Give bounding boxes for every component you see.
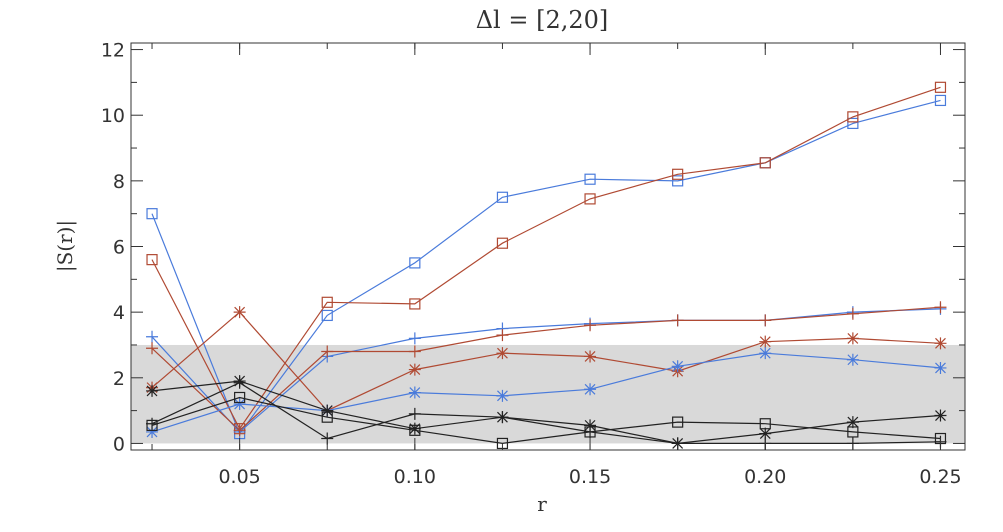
- data-point: [846, 353, 859, 366]
- data-point: [846, 332, 859, 345]
- x-tick-label: 0.20: [744, 466, 786, 488]
- data-point: [321, 296, 333, 308]
- data-point: [408, 407, 421, 420]
- data-point: [934, 81, 947, 93]
- data-point: [672, 416, 684, 428]
- data-point: [671, 360, 684, 373]
- data-point: [846, 307, 859, 320]
- data-point: [496, 237, 509, 249]
- data-point: [584, 173, 596, 185]
- data-point: [234, 391, 246, 404]
- series-line: [151, 86, 941, 430]
- data-point: [672, 175, 684, 187]
- data-point: [847, 426, 859, 438]
- data-point: [409, 257, 421, 269]
- y-tick-label: 12: [101, 40, 125, 62]
- data-point: [847, 117, 859, 130]
- data-point: [233, 398, 246, 411]
- data-point: [496, 329, 509, 342]
- data-point: [321, 345, 334, 358]
- data-point: [146, 208, 158, 220]
- data-point: [584, 383, 597, 396]
- y-tick-label: 6: [113, 237, 125, 259]
- data-point: [671, 314, 684, 327]
- data-point: [321, 404, 334, 417]
- x-tick-label: 0.25: [919, 466, 961, 488]
- data-point: [759, 314, 772, 327]
- y-axis-title: |S(r)|: [53, 220, 78, 272]
- data-point: [759, 157, 771, 169]
- data-point: [233, 424, 246, 437]
- x-tick-label: 0.05: [218, 466, 260, 488]
- data-point: [409, 298, 421, 310]
- x-axis-title: r: [537, 492, 547, 516]
- series-line: [151, 396, 941, 445]
- series-1: [146, 81, 947, 435]
- data-point: [146, 419, 158, 431]
- data-point: [847, 111, 859, 123]
- data-point: [584, 426, 596, 438]
- data-point: [321, 309, 333, 322]
- axes-layer: 0 2 4 6 8 10 12 0.05 0.10 0.15 0.20 0.25: [101, 40, 966, 488]
- data-point: [408, 332, 421, 345]
- series-line: [151, 308, 941, 433]
- data-point: [321, 432, 334, 445]
- data-point: [759, 335, 772, 348]
- data-point: [759, 418, 771, 430]
- series-layer: [146, 81, 947, 450]
- data-point: [759, 347, 772, 360]
- y-tick-label: 4: [113, 302, 125, 324]
- data-point: [409, 424, 421, 436]
- y-tick-label: 0: [113, 433, 125, 455]
- data-point: [321, 411, 333, 423]
- series-line: [151, 382, 941, 444]
- data-point: [408, 363, 421, 376]
- series-line: [151, 311, 941, 412]
- data-point: [759, 427, 772, 440]
- series-3: [146, 301, 947, 437]
- x-tick-label: 0.10: [394, 466, 436, 488]
- data-point: [496, 411, 509, 424]
- data-point: [584, 350, 597, 363]
- y-tick-label: 10: [101, 105, 125, 127]
- y-tick-label: 2: [113, 368, 125, 390]
- series-line: [151, 99, 941, 435]
- y-tick-label: 8: [113, 171, 125, 193]
- data-point: [146, 330, 159, 343]
- data-point: [408, 422, 421, 435]
- data-point: [146, 254, 158, 266]
- shaded-band: [131, 344, 965, 444]
- data-point: [233, 376, 246, 389]
- data-point: [496, 347, 509, 360]
- data-point: [146, 342, 159, 355]
- data-point: [496, 389, 509, 402]
- data-point: [146, 425, 159, 438]
- data-point: [934, 301, 947, 314]
- data-point: [233, 306, 246, 319]
- data-point: [672, 168, 684, 180]
- data-point: [934, 409, 947, 422]
- x-tick-label: 0.15: [569, 466, 611, 488]
- data-point: [408, 345, 421, 358]
- data-point: [584, 419, 597, 432]
- data-point: [934, 361, 947, 374]
- data-point: [146, 384, 159, 397]
- data-point: [584, 319, 597, 332]
- data-point: [584, 193, 596, 205]
- series-line: [151, 306, 941, 432]
- data-point: [934, 337, 947, 350]
- data-point: [934, 94, 947, 107]
- data-point: [846, 416, 859, 429]
- data-point: [408, 386, 421, 399]
- chart-title: Δl = [2,20]: [476, 6, 609, 34]
- data-point: [496, 191, 509, 203]
